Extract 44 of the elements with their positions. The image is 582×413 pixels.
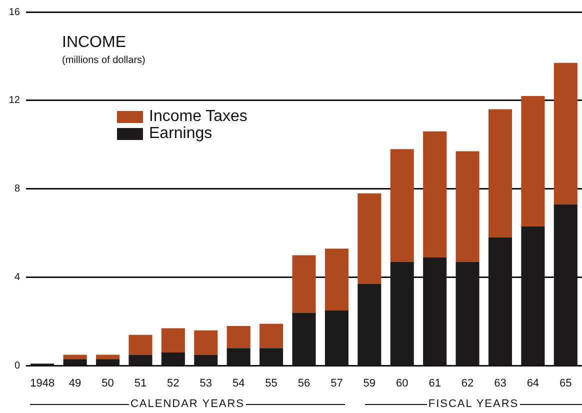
x-tick-label: 63	[494, 377, 506, 390]
x-tick-label: 64	[526, 377, 540, 390]
x-tick-label: 56	[298, 377, 310, 390]
text: CALENDAR YEARS	[129, 398, 246, 410]
bar	[128, 334, 152, 355]
x-tick-label: 49	[68, 377, 82, 390]
x-tick-label: 52	[167, 377, 180, 390]
x-tick-label: 60	[396, 377, 408, 390]
x-tick-label: 59	[363, 377, 376, 390]
bar	[226, 326, 250, 348]
bar	[324, 248, 348, 311]
x-tick-label: 50	[102, 377, 114, 390]
bar	[96, 354, 120, 360]
x-tick-label: 53	[200, 377, 212, 390]
legend-label: Income Taxes	[149, 108, 248, 125]
legend-label: Earnings	[149, 125, 212, 142]
x-tick-label: 57	[330, 377, 343, 390]
bar	[390, 149, 414, 262]
x-tick-label: 55	[265, 377, 278, 390]
bar	[292, 255, 316, 313]
text: INCOME	[62, 34, 126, 52]
x-tick-label: 1948	[30, 377, 55, 390]
x-tick-label: 51	[134, 377, 147, 390]
bar	[63, 354, 87, 360]
x-tick-label: 61	[428, 377, 441, 390]
bar	[260, 324, 284, 348]
bar	[358, 193, 382, 284]
bar	[423, 131, 447, 258]
bar	[554, 62, 578, 204]
bar	[488, 109, 512, 238]
bar	[194, 330, 218, 355]
y-tick-label: 16	[8, 6, 20, 18]
y-tick-label: 4	[14, 272, 20, 284]
bar	[456, 151, 480, 262]
y-tick-label: 12	[8, 95, 20, 106]
x-tick-label: 62	[461, 377, 474, 390]
bar	[521, 96, 545, 226]
text: FISCAL YEARS	[427, 398, 520, 410]
bar	[161, 328, 185, 353]
y-tick-label: 0	[14, 360, 20, 372]
text: (millions of dollars)	[62, 55, 146, 66]
y-tick-label: 8	[14, 184, 20, 195]
x-tick-label: 65	[560, 377, 572, 390]
x-tick-label: 54	[232, 377, 245, 390]
